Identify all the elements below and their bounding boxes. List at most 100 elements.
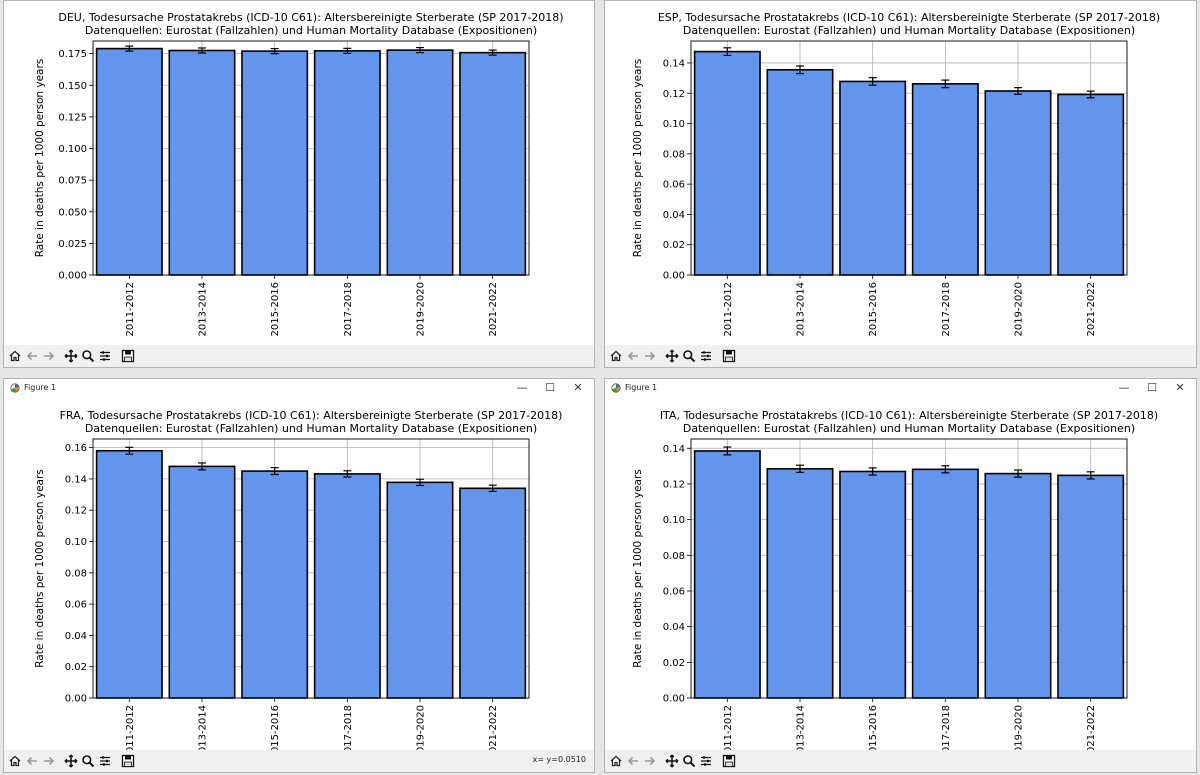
y-tick-label: 0.00 (663, 271, 685, 282)
matplotlib-app-icon (10, 383, 20, 393)
zoom-magnifier-button[interactable] (680, 347, 697, 364)
y-tick-label: 0.06 (663, 586, 685, 597)
save-floppy-button[interactable] (119, 752, 136, 769)
bar (766, 467, 834, 699)
back-arrow-button[interactable] (624, 347, 641, 364)
home-button[interactable] (6, 752, 23, 769)
home-icon (610, 350, 621, 361)
home-button[interactable] (607, 347, 624, 364)
y-tick-label: 0.10 (663, 119, 685, 130)
save-floppy-icon (722, 349, 735, 362)
forward-arrow-icon (43, 756, 54, 765)
chart-subtitle: Datenquellen: Eurostat (Fallzahlen) und … (85, 24, 537, 37)
zoom-magnifier-icon (81, 349, 94, 362)
bar (313, 50, 381, 276)
maximize-button[interactable]: ☐ (1147, 381, 1157, 394)
chart-title: FRA, Todesursache Prostatakrebs (ICD-10 … (60, 409, 563, 422)
save-floppy-button[interactable] (720, 752, 737, 769)
save-floppy-icon (722, 754, 735, 767)
y-tick-label: 0.12 (65, 506, 87, 517)
bar (984, 90, 1052, 276)
pan-move-button[interactable] (62, 347, 79, 364)
back-arrow-button[interactable] (23, 347, 40, 364)
zoom-magnifier-icon (682, 754, 695, 767)
bar (1057, 93, 1125, 276)
close-button[interactable]: ✕ (1175, 381, 1185, 394)
y-axis-label: Rate in deaths per 1000 person years (632, 469, 644, 668)
configure-subplots-icon (700, 350, 711, 361)
forward-arrow-icon (644, 756, 655, 765)
back-arrow-button[interactable] (624, 752, 641, 769)
y-tick-label: 0.00 (663, 694, 685, 705)
pan-move-icon (64, 349, 77, 362)
window-titlebar: Figure 1 — ☐ ✕ (605, 379, 1196, 397)
axes-frame (92, 40, 530, 276)
y-tick-label: 0.14 (663, 444, 685, 455)
back-arrow-icon (26, 756, 37, 765)
x-tick-label: 2015-2016 (270, 282, 281, 337)
zoom-magnifier-button[interactable] (680, 752, 697, 769)
figure-window-ita: Figure 1 — ☐ ✕ ITA, Todesursache Prostat… (604, 378, 1197, 773)
chart-svg: ESP, Todesursache Prostatakrebs (ICD-10 … (632, 11, 1160, 337)
y-tick-label: 0.06 (663, 180, 685, 191)
figure-window-deu: DEU, Todesursache Prostatakrebs (ICD-10 … (3, 0, 595, 368)
x-tick-label: 2019-2020 (416, 705, 427, 750)
y-tick-label: 0.150 (58, 81, 87, 92)
y-tick-label: 0.10 (65, 537, 87, 548)
y-tick-label: 0.12 (663, 89, 685, 100)
home-icon (610, 755, 621, 766)
configure-subplots-icon (99, 755, 110, 766)
forward-arrow-button[interactable] (641, 752, 658, 769)
y-tick-label: 0.08 (663, 551, 685, 562)
y-tick-label: 0.08 (65, 568, 87, 579)
y-tick-label: 0.14 (663, 58, 685, 69)
x-tick-label: 2017-2018 (343, 705, 354, 750)
pan-move-button[interactable] (663, 347, 680, 364)
save-floppy-icon (121, 349, 134, 362)
pan-move-button[interactable] (663, 752, 680, 769)
zoom-magnifier-icon (682, 349, 695, 362)
navigation-toolbar (4, 345, 594, 367)
configure-subplots-button[interactable] (697, 347, 714, 364)
forward-arrow-button[interactable] (641, 347, 658, 364)
pan-move-button[interactable] (62, 752, 79, 769)
minimize-button[interactable]: — (1118, 381, 1130, 394)
close-button[interactable]: ✕ (573, 381, 583, 394)
home-button[interactable] (6, 347, 23, 364)
y-tick-label: 0.14 (65, 474, 87, 485)
zoom-magnifier-button[interactable] (79, 347, 96, 364)
save-floppy-button[interactable] (119, 347, 136, 364)
navigation-toolbar (605, 750, 1196, 772)
x-tick-label: 2017-2018 (343, 282, 354, 337)
configure-subplots-button[interactable] (96, 752, 113, 769)
forward-arrow-button[interactable] (40, 752, 57, 769)
y-tick-label: 0.06 (65, 600, 87, 611)
x-tick-label: 2015-2016 (270, 705, 281, 750)
back-arrow-button[interactable] (23, 752, 40, 769)
window-title: Figure 1 (24, 383, 57, 392)
bar (95, 47, 163, 276)
chart-svg: ITA, Todesursache Prostatakrebs (ICD-10 … (632, 409, 1158, 750)
plot-area: ITA, Todesursache Prostatakrebs (ICD-10 … (605, 397, 1196, 750)
y-tick-label: 0.00 (65, 694, 87, 705)
home-button[interactable] (607, 752, 624, 769)
x-tick-label: 2015-2016 (868, 705, 879, 750)
zoom-magnifier-button[interactable] (79, 752, 96, 769)
maximize-button[interactable]: ☐ (545, 381, 555, 394)
save-floppy-button[interactable] (720, 347, 737, 364)
x-tick-label: 2013-2014 (198, 282, 209, 337)
y-tick-label: 0.100 (58, 144, 87, 155)
minimize-button[interactable]: — (516, 381, 528, 394)
axes-frame (690, 438, 1128, 699)
x-tick-label: 2011-2012 (125, 705, 136, 750)
x-tick-label: 2013-2014 (796, 282, 807, 337)
configure-subplots-button[interactable] (96, 347, 113, 364)
forward-arrow-icon (644, 351, 655, 360)
navigation-toolbar (605, 345, 1196, 367)
home-icon (9, 755, 20, 766)
x-tick-label: 2021-2022 (1086, 705, 1097, 750)
forward-arrow-button[interactable] (40, 347, 57, 364)
back-arrow-icon (26, 351, 37, 360)
bar (1057, 474, 1125, 699)
configure-subplots-button[interactable] (697, 752, 714, 769)
